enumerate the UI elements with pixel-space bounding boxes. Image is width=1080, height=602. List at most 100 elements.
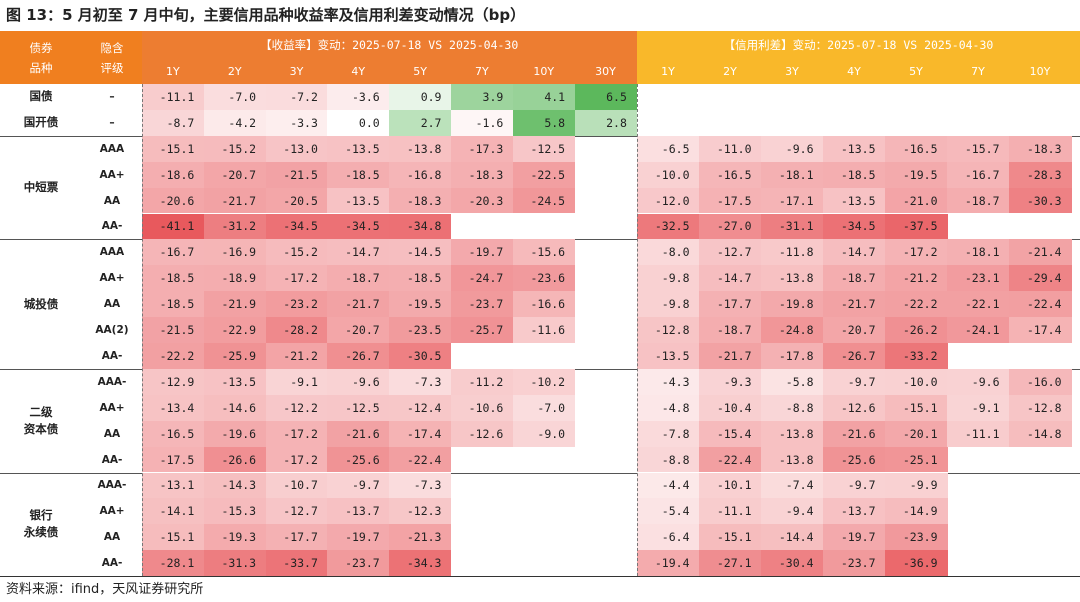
yield-cell: -17.7 — [265, 524, 328, 551]
yield-cell: -28.1 — [142, 550, 205, 577]
yield-cell: -14.6 — [203, 394, 267, 421]
yield-cell: 4.1 — [512, 84, 576, 110]
yield-cell: 6.5 — [574, 84, 637, 110]
yield-cell: -16.5 — [142, 420, 205, 447]
spread-cell: -17.8 — [761, 343, 824, 369]
yield-cell: -21.2 — [265, 343, 328, 369]
bond-type-label: 城投债 — [23, 296, 59, 311]
spread-cell: -11.0 — [699, 135, 762, 162]
yield-cell: -14.7 — [327, 239, 390, 266]
yield-cell: -7.3 — [389, 472, 452, 499]
spread-cell: -17.7 — [699, 291, 762, 318]
yield-cell: -30.5 — [389, 343, 452, 369]
yield-cell: -23.5 — [389, 317, 452, 343]
yield-cell: -12.3 — [389, 498, 452, 525]
spread-tenor-5y: 5Y — [909, 64, 923, 78]
yield-cell: -25.6 — [327, 446, 390, 473]
spread-cell: -17.4 — [1009, 317, 1072, 343]
spread-cell: -9.1 — [947, 394, 1010, 421]
yield-cell: -15.2 — [203, 135, 267, 162]
yield-cell: -7.3 — [389, 368, 452, 395]
yield-tenor-10y: 10Y — [533, 64, 555, 78]
spread-cell: -26.2 — [885, 317, 948, 343]
spread-cell: -18.1 — [947, 239, 1010, 266]
yield-cell: -16.9 — [203, 239, 267, 266]
spread-cell: -17.1 — [761, 187, 824, 214]
yield-cell: -34.5 — [327, 213, 390, 240]
spread-cell: -10.4 — [699, 394, 762, 421]
spread-cell: -16.5 — [885, 135, 948, 162]
yield-cell: -19.7 — [327, 524, 390, 551]
bond-type-label: 国债 — [29, 89, 53, 104]
yield-cell: -18.5 — [327, 161, 390, 188]
yield-cell: -18.5 — [142, 291, 205, 318]
yield-cell: -9.6 — [327, 368, 390, 395]
spread-cell: -8.8 — [637, 446, 700, 473]
yield-cell: -9.7 — [327, 472, 390, 499]
yield-cell: -41.1 — [142, 213, 205, 240]
spread-cell: -4.4 — [637, 472, 700, 499]
group-divider — [0, 576, 1080, 578]
rating-label: AA — [103, 194, 121, 207]
spread-cell: -19.8 — [761, 291, 824, 318]
yield-cell: -23.2 — [265, 291, 328, 318]
yield-cell: -18.5 — [389, 265, 452, 292]
yield-cell: -20.7 — [327, 317, 390, 343]
spread-cell: -34.5 — [823, 213, 886, 240]
spread-cell: -9.4 — [761, 498, 824, 525]
spread-cell: -9.7 — [823, 368, 886, 395]
yield-cell: -12.6 — [451, 420, 514, 447]
spread-cell: -12.8 — [1009, 394, 1072, 421]
yield-cell: -22.2 — [142, 343, 205, 369]
yield-cell: -10.7 — [265, 472, 328, 499]
yield-cell: -18.6 — [142, 161, 205, 188]
rating-header: 隐含 评级 — [100, 40, 124, 75]
spread-cell: -30.4 — [761, 550, 824, 577]
yield-cell: -34.3 — [389, 550, 452, 577]
spread-cell: -14.8 — [1009, 420, 1072, 447]
yield-tenor-7y: 7Y — [475, 64, 489, 78]
yield-cell: -17.4 — [389, 420, 452, 447]
yield-cell: -17.2 — [265, 420, 328, 447]
spread-cell: -14.7 — [699, 265, 762, 292]
yield-tenor-5y: 5Y — [413, 64, 427, 78]
spread-cell: -9.6 — [761, 135, 824, 162]
credit-change-table: 债券 品种 隐含 评级 【收益率】变动：2025-07-18 VS 2025-04-30… — [0, 31, 1080, 578]
yield-header-bg — [142, 31, 638, 84]
spread-cell: -17.5 — [699, 187, 762, 214]
spread-cell: -23.1 — [947, 265, 1010, 292]
spread-cell: -7.4 — [761, 472, 824, 499]
spread-cell: -15.7 — [947, 135, 1010, 162]
spread-cell: -12.0 — [637, 187, 700, 214]
yield-cell: -12.7 — [265, 498, 328, 525]
spread-tenor-2y: 2Y — [723, 64, 737, 78]
spread-cell: -26.7 — [823, 343, 886, 369]
spread-cell: -21.0 — [885, 187, 948, 214]
yield-cell: -13.5 — [203, 368, 267, 395]
yield-cell: -15.1 — [142, 135, 205, 162]
yield-cell: -25.7 — [451, 317, 514, 343]
yield-cell: 2.7 — [389, 109, 452, 136]
yield-cell: -26.7 — [327, 343, 390, 369]
yield-cell: -12.9 — [142, 368, 205, 395]
yield-cell: -12.5 — [327, 394, 390, 421]
rating-label: AAA — [99, 142, 125, 155]
yield-cell: -21.7 — [203, 187, 267, 214]
yield-cell: -18.3 — [451, 161, 514, 188]
spread-cell: -6.5 — [637, 135, 700, 162]
spread-cell: -13.8 — [761, 446, 824, 473]
yield-tenor-2y: 2Y — [227, 64, 242, 78]
spread-cell: -33.2 — [885, 343, 948, 369]
yield-cell: -16.6 — [512, 291, 576, 318]
rating-label: AA- — [101, 557, 123, 570]
yield-cell: -19.6 — [203, 420, 267, 447]
yield-cell: -26.6 — [203, 446, 267, 473]
yield-cell: -15.3 — [203, 498, 267, 525]
spread-cell: -30.3 — [1009, 187, 1072, 214]
spread-cell: -13.5 — [637, 343, 700, 369]
spread-cell: -12.8 — [637, 317, 700, 343]
spread-cell: -21.2 — [885, 265, 948, 292]
spread-cell: -29.4 — [1009, 265, 1072, 292]
yield-cell: -21.7 — [327, 291, 390, 318]
yield-cell: -24.7 — [451, 265, 514, 292]
